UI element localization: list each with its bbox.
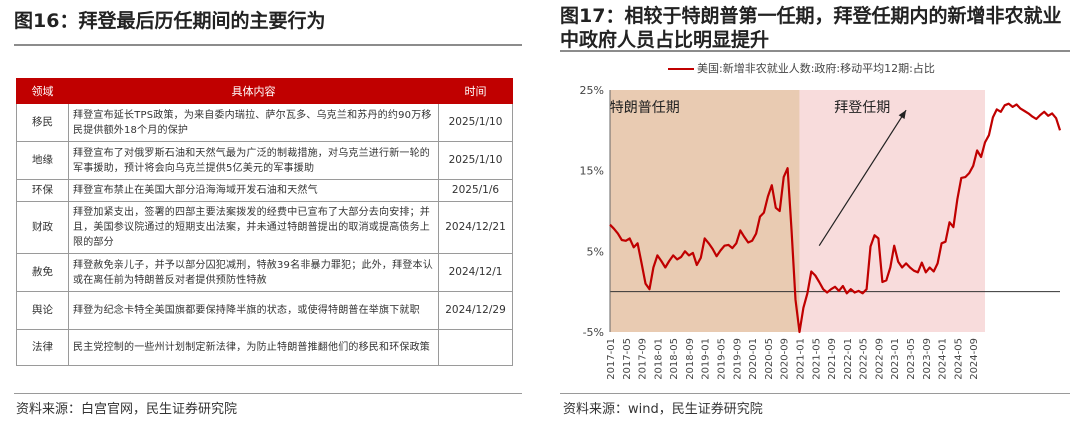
left-source: 资料来源：白宫官网，民生证券研究院 bbox=[16, 402, 238, 417]
header-content: 具体内容 bbox=[68, 78, 439, 104]
x-tick-label: 2019-05 bbox=[717, 338, 728, 380]
row-date: 2024/12/29 bbox=[438, 291, 513, 330]
x-tick-label: 2024-01 bbox=[938, 338, 949, 380]
x-tick-label: 2020-05 bbox=[764, 338, 775, 380]
row-date: 2025/1/10 bbox=[438, 103, 513, 142]
y-tick-label: -5% bbox=[583, 326, 604, 339]
x-tick-label: 2022-05 bbox=[859, 338, 870, 380]
right-figure-title: 图17：相较于特朗普第一任期，拜登任期内的新增非农就业中政府人员占比明显提升 bbox=[560, 5, 1062, 51]
row-date bbox=[438, 329, 513, 366]
series-line bbox=[609, 102, 1062, 334]
row-field: 财政 bbox=[16, 201, 69, 254]
x-tick-label: 2021-09 bbox=[827, 338, 838, 380]
table-row: 财政 拜登加紧支出，签署的四部主要法案拨发的经费中已宣布了大部分去向安排；并且，美… bbox=[16, 201, 513, 254]
row-content: 拜登宣布延长TPS政策，为来自委内瑞拉、萨尔瓦多、乌克兰和苏丹的约90万移民提供… bbox=[68, 103, 439, 142]
row-date: 2024/12/21 bbox=[438, 201, 513, 254]
x-tick-label: 2024-09 bbox=[969, 338, 980, 380]
table-row: 环保 拜登宣布禁止在美国大部分沿海海域开发石油和天然气 2025/1/6 bbox=[16, 179, 513, 202]
legend-label: 美国:新增非农就业人数:政府:移动平均12期:占比 bbox=[697, 62, 935, 75]
x-tick-label: 2019-09 bbox=[732, 338, 743, 380]
x-tick-label: 2022-09 bbox=[874, 338, 885, 380]
x-tick-label: 2018-01 bbox=[653, 338, 664, 380]
x-tick-label: 2020-01 bbox=[748, 338, 759, 380]
row-field: 舆论 bbox=[16, 291, 69, 330]
y-tick-label: 15% bbox=[580, 165, 604, 178]
x-tick-label: 2023-01 bbox=[890, 338, 901, 380]
y-tick-label: 5% bbox=[587, 245, 604, 258]
policy-table: 领域 具体内容 时间 移民 拜登宣布延长TPS政策，为来自委内瑞拉、萨尔瓦多、乌克… bbox=[16, 78, 513, 366]
row-content: 民主党控制的一些州计划制定新法律，为防止特朗普推翻他们的移民和环保政策 bbox=[68, 329, 439, 366]
row-date: 2025/1/10 bbox=[438, 141, 513, 180]
x-tick-label: 2022-01 bbox=[843, 338, 854, 380]
row-content: 拜登宣布了对俄罗斯石油和天然气最为广泛的制裁措施，对乌克兰进行新一轮的军事援助，… bbox=[68, 141, 439, 180]
table-row: 赦免 拜登赦免亲儿子，并予以部分囚犯减刑，特赦39名非暴力罪犯；此外，拜登本认或在… bbox=[16, 253, 513, 292]
legend-swatch bbox=[668, 68, 694, 70]
table-row: 地缘 拜登宣布了对俄罗斯石油和天然气最为广泛的制裁措施，对乌克兰进行新一轮的军事援… bbox=[16, 141, 513, 180]
table-row: 舆论 拜登为纪念卡特全美国旗都要保持降半旗的状态，或使得特朗普在举旗下就职 2024… bbox=[16, 291, 513, 330]
row-field: 法律 bbox=[16, 329, 69, 366]
shaded-region bbox=[799, 90, 985, 332]
right-source-rule bbox=[560, 393, 1070, 394]
row-field: 环保 bbox=[16, 179, 69, 202]
table-row: 法律 民主党控制的一些州计划制定新法律，为防止特朗普推翻他们的移民和环保政策 bbox=[16, 329, 513, 366]
row-content: 拜登宣布禁止在美国大部分沿海海域开发石油和天然气 bbox=[68, 179, 439, 202]
left-title-rule bbox=[14, 44, 522, 46]
y-tick-label: 25% bbox=[580, 84, 604, 97]
left-source-rule bbox=[14, 393, 522, 394]
x-tick-label: 2021-05 bbox=[811, 338, 822, 380]
x-tick-label: 2018-09 bbox=[685, 338, 696, 380]
employment-share-chart: 特朗普任期 拜登任期 25% 15% 5% -5%2017-01 2017-05 2017-0… bbox=[580, 84, 1062, 380]
x-tick-label: 2024-05 bbox=[953, 338, 964, 380]
right-source: 资料来源：wind，民生证券研究院 bbox=[563, 402, 763, 417]
row-field: 赦免 bbox=[16, 253, 69, 292]
trend-arrow-line bbox=[818, 109, 907, 247]
row-date: 2025/1/6 bbox=[438, 179, 513, 202]
row-content: 拜登赦免亲儿子，并予以部分囚犯减刑，特赦39名非暴力罪犯；此外，拜登本认或在离任… bbox=[68, 253, 439, 292]
x-tick-label: 2017-05 bbox=[622, 338, 633, 380]
row-field: 移民 bbox=[16, 103, 69, 142]
trend-arrow-head bbox=[898, 110, 907, 120]
region-label: 特朗普任期 bbox=[610, 100, 680, 116]
x-tick-label: 2023-09 bbox=[922, 338, 933, 380]
x-tick-label: 2023-05 bbox=[906, 338, 917, 380]
row-field: 地缘 bbox=[16, 141, 69, 180]
chart-legend: 美国:新增非农就业人数:政府:移动平均12期:占比 bbox=[668, 60, 935, 76]
row-content: 拜登为纪念卡特全美国旗都要保持降半旗的状态，或使得特朗普在举旗下就职 bbox=[68, 291, 439, 330]
table-header-row: 领域 具体内容 时间 bbox=[16, 78, 513, 104]
x-tick-label: 2020-09 bbox=[780, 338, 791, 380]
x-tick-label: 2018-05 bbox=[669, 338, 680, 380]
left-figure-title: 图16：拜登最后历任期间的主要行为 bbox=[14, 10, 326, 32]
right-title-rule bbox=[560, 50, 1070, 52]
header-field: 领域 bbox=[16, 78, 69, 104]
row-content: 拜登加紧支出，签署的四部主要法案拨发的经费中已宣布了大部分去向安排；并且，美国参… bbox=[68, 201, 439, 254]
x-tick-label: 2019-01 bbox=[701, 338, 712, 380]
shaded-region bbox=[610, 90, 800, 332]
table-row: 移民 拜登宣布延长TPS政策，为来自委内瑞拉、萨尔瓦多、乌克兰和苏丹的约90万移民… bbox=[16, 103, 513, 142]
x-tick-label: 2017-01 bbox=[606, 338, 617, 380]
x-tick-label: 2021-01 bbox=[795, 338, 806, 380]
row-date: 2024/12/1 bbox=[438, 253, 513, 292]
x-tick-label: 2017-09 bbox=[638, 338, 649, 380]
header-date: 时间 bbox=[438, 78, 513, 104]
region-label: 拜登任期 bbox=[834, 100, 890, 116]
